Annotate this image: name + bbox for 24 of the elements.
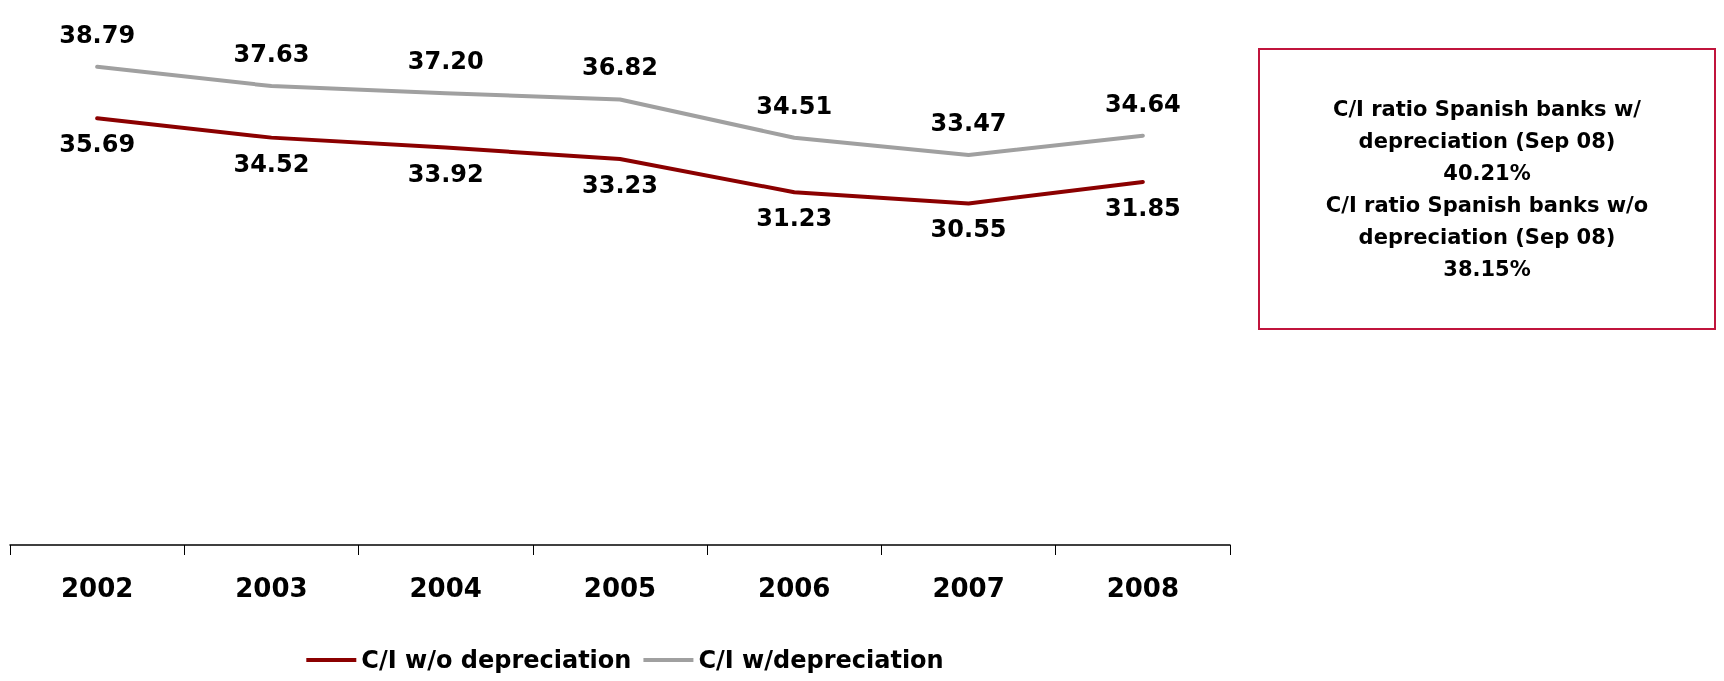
- x-tick-label: 2006: [758, 573, 831, 603]
- legend-label: C/I w/depreciation: [698, 646, 944, 674]
- x-tick-label: 2002: [60, 573, 134, 603]
- data-label: 33.92: [407, 159, 484, 188]
- data-label: 37.63: [233, 40, 310, 69]
- data-label: 33.23: [582, 171, 658, 200]
- x-tick-label: 2003: [235, 573, 308, 603]
- x-tick-label: 2007: [932, 573, 1005, 603]
- data-label: 34.64: [1104, 89, 1181, 118]
- data-label: 38.79: [59, 20, 136, 49]
- x-tick-label: 2004: [409, 573, 482, 603]
- data-label: 37.20: [407, 47, 484, 76]
- data-label: 34.52: [233, 149, 310, 178]
- x-tick-label: 2005: [583, 573, 657, 603]
- data-label: 34.51: [756, 91, 833, 120]
- text-box: C/I ratio Spanish banks w/ depreciation (Sep 08) 40.21% C/I ratio Spanish banks w/o depreciation (Sep 08) 38.15%: [1258, 48, 1716, 330]
- data-label: 33.47: [930, 109, 1007, 138]
- data-label: 35.69: [59, 130, 136, 159]
- legend-label: C/I w/o depreciation: [361, 646, 632, 674]
- data-label: 30.55: [930, 215, 1007, 244]
- x-tick-label: 2008: [1106, 573, 1180, 603]
- data-label: 36.82: [582, 53, 658, 82]
- data-label: 31.23: [756, 204, 833, 233]
- data-label: 31.85: [1104, 193, 1181, 222]
